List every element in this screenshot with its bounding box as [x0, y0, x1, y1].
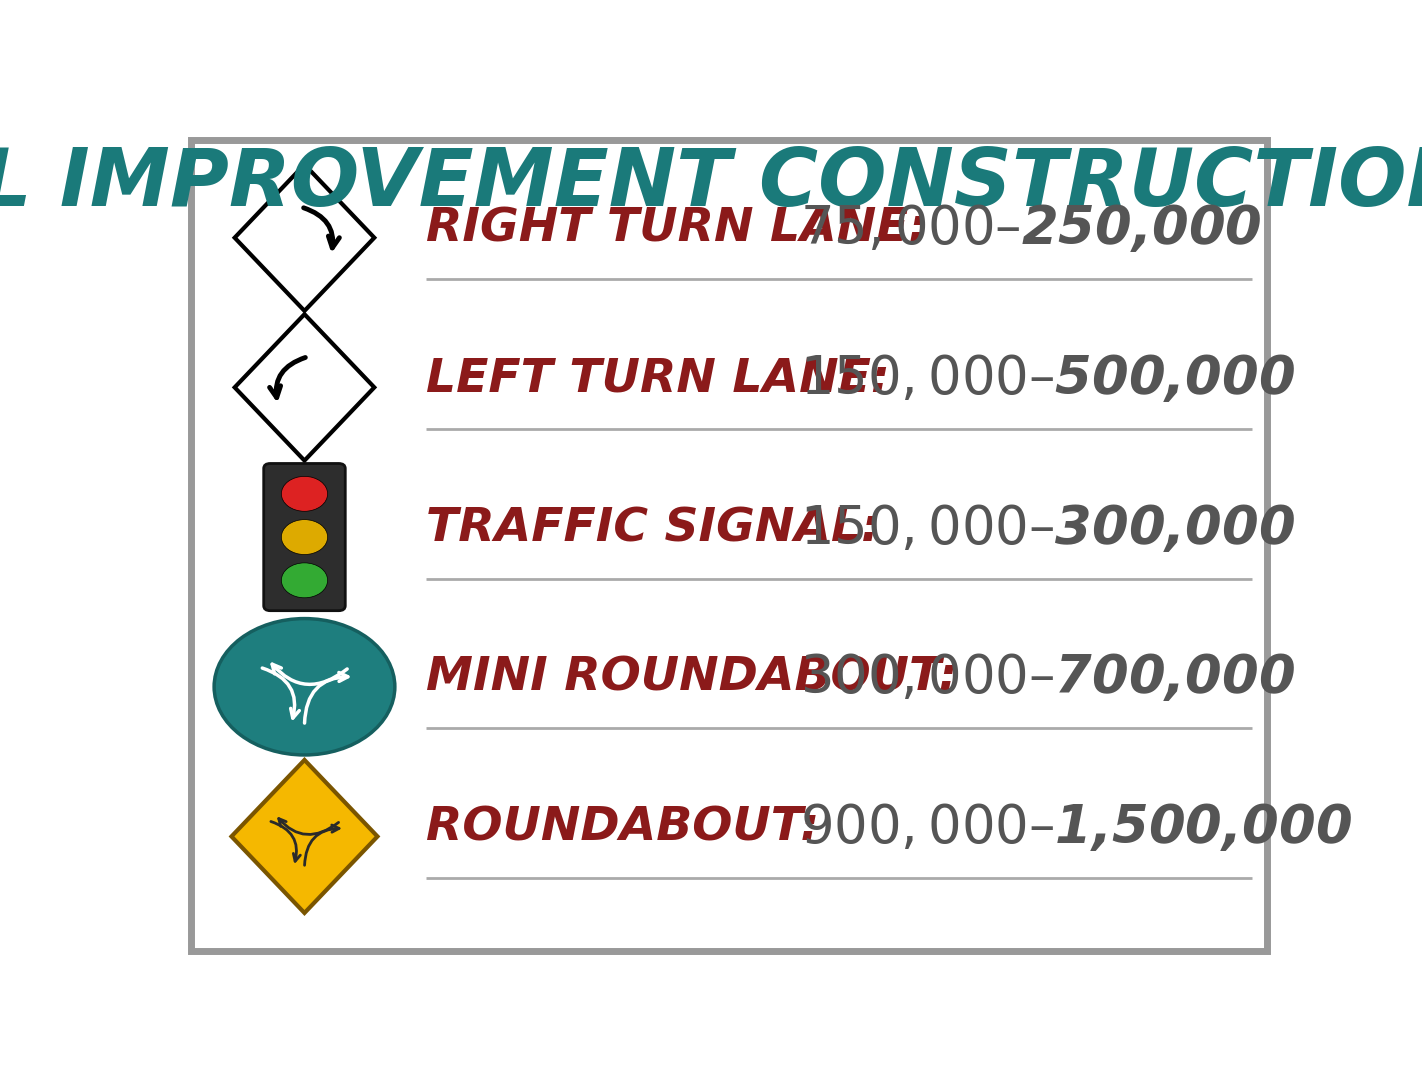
Polygon shape — [235, 164, 374, 311]
Text: TYPICAL IMPROVEMENT CONSTRUCTION COSTS: TYPICAL IMPROVEMENT CONSTRUCTION COSTS — [0, 145, 1422, 222]
Text: MINI ROUNDABOUT:: MINI ROUNDABOUT: — [425, 656, 957, 701]
Ellipse shape — [282, 563, 327, 598]
Text: ROUNDABOUT:: ROUNDABOUT: — [425, 806, 819, 851]
Polygon shape — [235, 314, 374, 460]
Ellipse shape — [282, 519, 327, 554]
Polygon shape — [232, 760, 377, 913]
FancyBboxPatch shape — [191, 139, 1267, 951]
Text: $900,000 – $1,500,000: $900,000 – $1,500,000 — [801, 802, 1352, 854]
Text: RIGHT TURN LANE:: RIGHT TURN LANE: — [425, 207, 927, 252]
Ellipse shape — [215, 619, 395, 755]
Text: LEFT TURN LANE:: LEFT TURN LANE: — [425, 356, 890, 402]
Ellipse shape — [282, 476, 327, 511]
Text: TRAFFIC SIGNAL:: TRAFFIC SIGNAL: — [425, 507, 880, 551]
Text: $75,000 – $250,000: $75,000 – $250,000 — [801, 203, 1261, 255]
Text: $300,000 – $700,000: $300,000 – $700,000 — [801, 652, 1295, 704]
FancyBboxPatch shape — [263, 463, 346, 610]
Text: $150,000 – $500,000: $150,000 – $500,000 — [801, 353, 1295, 405]
Text: $150,000 – $300,000: $150,000 – $300,000 — [801, 503, 1295, 555]
